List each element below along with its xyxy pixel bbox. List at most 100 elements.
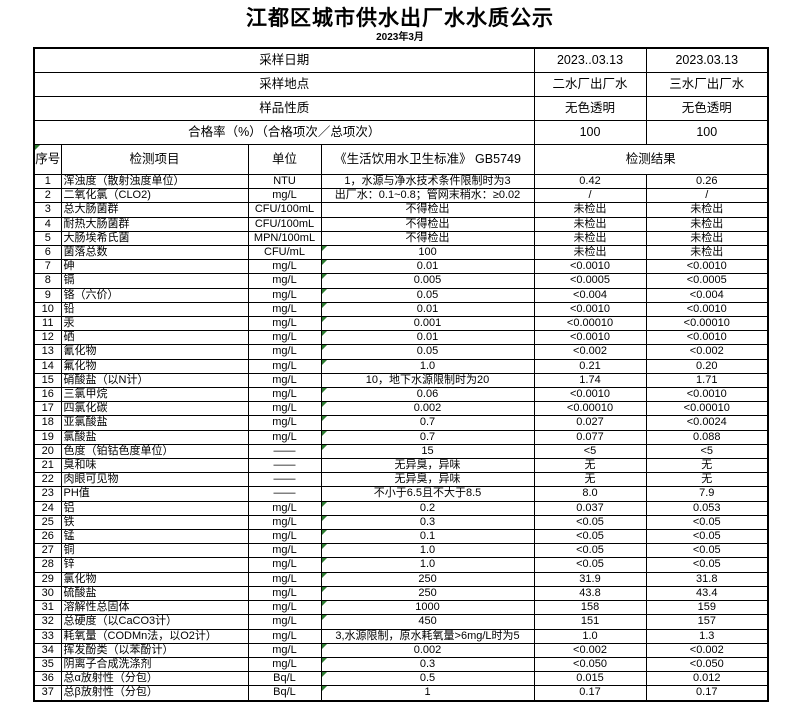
note-indicator-icon [322, 573, 327, 578]
item-name-cell: 浑浊度（散射浊度单位） [60, 173, 249, 190]
standard-cell: 0.05 [320, 344, 535, 360]
note-indicator-icon [322, 388, 327, 394]
standard-cell: 不得检出 [320, 230, 535, 247]
result-plant2-cell: 31.9 [533, 571, 647, 587]
result-plant3-cell: <0.0024 [645, 415, 769, 431]
note-indicator-icon [322, 530, 327, 536]
result-plant2-cell: <0.002 [533, 642, 647, 658]
item-name-cell: 氟化物 [60, 358, 249, 374]
result-plant3-cell: <0.004 [645, 287, 769, 303]
row-number-cell: 16 [33, 387, 62, 403]
item-name-cell: 硒 [60, 330, 249, 346]
unit-cell: mg/L [247, 372, 322, 389]
standard-cell: 1.0 [320, 543, 535, 559]
item-name-cell: 耗氧量（CODMn法，以O2计） [60, 628, 249, 644]
standard-cell: 0.01 [320, 259, 535, 275]
table-row: 29 氯化物 mg/L 250 31.9 31.8 [33, 571, 769, 587]
result-plant2-cell: 0.42 [533, 173, 647, 190]
unit-cell: MPN/100mL [247, 230, 322, 247]
result-plant3-cell: <5 [645, 443, 769, 460]
standard-cell: 1，水源与净水技术条件限制时为3 [320, 173, 535, 190]
item-name-cell: 总大肠菌群 [60, 202, 249, 218]
row-number-cell: 23 [33, 486, 62, 502]
note-indicator-icon [322, 516, 327, 521]
table-row: 25 铁 mg/L 0.3 <0.05 <0.05 [33, 514, 769, 531]
unit-cell: mg/L [247, 628, 322, 644]
item-name-cell: 砷 [60, 259, 249, 275]
standard-cell: 250 [320, 585, 535, 602]
unit-cell: —— [247, 458, 322, 474]
item-name-cell: 硝酸盐（以N计） [60, 372, 249, 389]
row-number-cell: 30 [33, 585, 62, 602]
note-indicator-icon [35, 145, 40, 150]
unit-cell: NTU [247, 173, 322, 190]
result-plant3-cell: <0.05 [645, 529, 769, 545]
table-row: 3 总大肠菌群 CFU/100mL 不得检出 未检出 未检出 [33, 202, 769, 218]
result-plant2-cell: <0.00010 [533, 316, 647, 332]
unit-cell: Bq/L [247, 685, 322, 702]
result-plant3-cell: 43.4 [645, 585, 769, 602]
result-plant3-cell: <0.05 [645, 557, 769, 573]
results-table-body: 1 浑浊度（散射浊度单位） NTU 1，水源与净水技术条件限制时为3 0.42 0.26 2… [33, 173, 769, 702]
result-plant2-cell: <0.004 [533, 287, 647, 303]
table-row: 17 四氯化碳 mg/L 0.002 <0.00010 <0.00010 [33, 401, 769, 417]
pass-rate-label: 合格率（%）（合格项次／总项次） [33, 120, 535, 145]
unit-cell: mg/L [247, 401, 322, 417]
row-number-cell: 25 [33, 514, 62, 531]
result-plant2-cell: <0.05 [533, 543, 647, 559]
standard-cell: 100 [320, 245, 535, 261]
water-quality-table: 采样日期 2023..03.13 2023.03.13 采样地点 二水厂出厂水 … [33, 47, 770, 702]
unit-cell: mg/L [247, 614, 322, 630]
standard-cell: 0.3 [320, 514, 535, 531]
result-plant2-cell: <0.00010 [533, 401, 647, 417]
note-indicator-icon [322, 360, 327, 365]
standard-cell: 不得检出 [320, 202, 535, 218]
unit-cell: mg/L [247, 358, 322, 374]
note-indicator-icon [322, 672, 327, 678]
table-row: 13 氰化物 mg/L 0.05 <0.002 <0.002 [33, 344, 769, 360]
item-name-cell: 铬（六价） [60, 287, 249, 303]
header-standard: 《生活饮用水卫生标准》 GB5749 [320, 144, 535, 175]
header-no-label: 序号 [35, 152, 61, 166]
result-plant2-cell: <5 [533, 443, 647, 460]
item-name-cell: 汞 [60, 316, 249, 332]
row-number-cell: 24 [33, 500, 62, 516]
unit-cell: mg/L [247, 600, 322, 616]
result-plant3-cell: <0.0010 [645, 330, 769, 346]
row-number-cell: 26 [33, 529, 62, 545]
unit-cell: mg/L [247, 415, 322, 431]
table-row: 7 砷 mg/L 0.01 <0.0010 <0.0010 [33, 259, 769, 275]
standard-cell: 0.3 [320, 656, 535, 673]
unit-cell: —— [247, 472, 322, 488]
row-number-cell: 2 [33, 188, 62, 204]
result-plant2-cell: <0.0010 [533, 259, 647, 275]
table-row: 37 总β放射性（分包） Bq/L 1 0.17 0.17 [33, 685, 769, 702]
note-indicator-icon [322, 587, 327, 592]
standard-cell: 0.1 [320, 529, 535, 545]
result-plant2-cell: <0.0010 [533, 301, 647, 318]
row-number-cell: 29 [33, 571, 62, 587]
note-indicator-icon [322, 260, 327, 266]
row-number-cell: 10 [33, 301, 62, 318]
item-name-cell: 肉眼可见物 [60, 472, 249, 488]
result-plant2-cell: 未检出 [533, 245, 647, 261]
result-plant3-cell: <0.002 [645, 642, 769, 658]
sample-date-row: 采样日期 2023..03.13 2023.03.13 [33, 47, 769, 73]
table-row: 8 镉 mg/L 0.005 <0.0005 <0.0005 [33, 273, 769, 289]
row-number-cell: 36 [33, 671, 62, 687]
standard-cell: 0.7 [320, 415, 535, 431]
item-name-cell: 大肠埃希氏菌 [60, 230, 249, 247]
standard-cell: 1000 [320, 600, 535, 616]
item-name-cell: 总硬度（以CaCO3计） [60, 614, 249, 630]
sample-location-row: 采样地点 二水厂出厂水 三水厂出厂水 [33, 72, 769, 97]
standard-cell: 0.5 [320, 671, 535, 687]
unit-cell: mg/L [247, 529, 322, 545]
row-number-cell: 18 [33, 415, 62, 431]
sample-property-label: 样品性质 [33, 96, 535, 121]
note-indicator-icon [322, 303, 327, 308]
result-plant3-cell: 31.8 [645, 571, 769, 587]
sample-property-row: 样品性质 无色透明 无色透明 [33, 96, 769, 121]
header-result: 检测结果 [533, 144, 769, 175]
result-plant2-cell: 43.8 [533, 585, 647, 602]
result-plant3-cell: 0.088 [645, 429, 769, 445]
